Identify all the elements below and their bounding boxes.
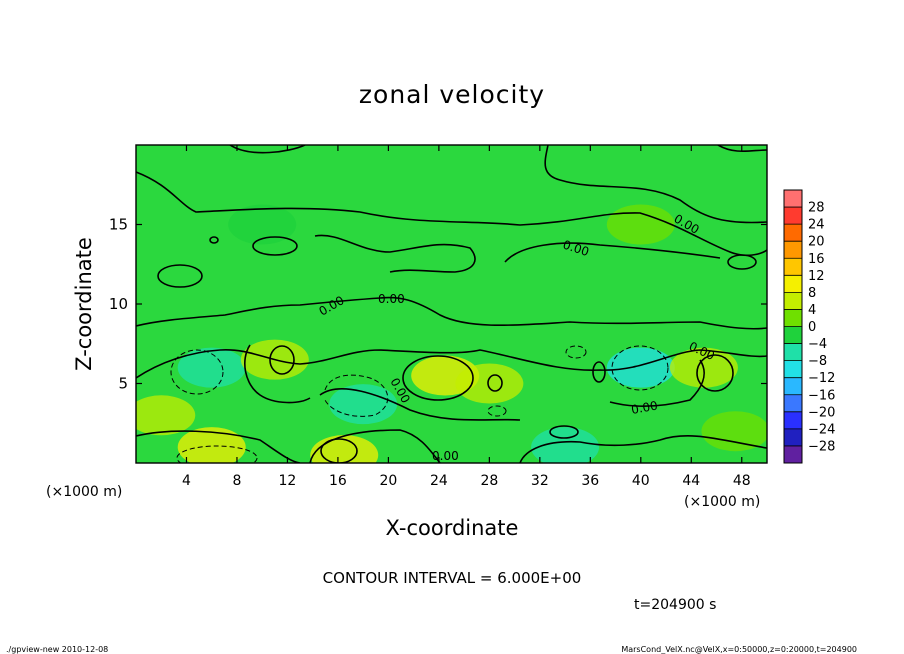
colorbar-label: 8 [808, 286, 816, 301]
y-tick-label: 15 [109, 216, 128, 234]
colorbar-swatch [784, 275, 802, 293]
x-unit-left: (×1000 m) [46, 484, 122, 500]
field-cell [606, 347, 675, 388]
colorbar-label: 16 [808, 252, 825, 267]
field-cell [606, 204, 675, 245]
colorbar-swatch [784, 207, 802, 225]
x-tick-label: 28 [480, 473, 498, 489]
x-tick-label: 4 [182, 473, 191, 489]
x-tick-label: 16 [329, 473, 347, 489]
y-axis-label: Z-coordinate [72, 237, 96, 371]
colorbar-label: −4 [808, 337, 827, 352]
footer-right: MarsCond_VelX.nc@VelX,x=0:50000,z=0:2000… [621, 645, 857, 654]
x-axis-label: X-coordinate [386, 516, 519, 540]
x-tick-label: 12 [279, 473, 297, 489]
field-cell [136, 395, 196, 436]
colorbar-swatch [784, 258, 802, 276]
y-tick-label: 5 [118, 375, 128, 393]
colorbar-swatch [784, 411, 802, 430]
colorbar-label: 0 [808, 320, 816, 335]
colorbar-label: −16 [808, 388, 835, 403]
colorbar-swatch [784, 241, 802, 259]
colorbar-swatch [784, 309, 802, 327]
field-cell [310, 435, 379, 463]
time-label: t=204900 s [634, 597, 716, 613]
colorbar-label: −24 [808, 422, 835, 437]
y-axis: 5 10 15 [109, 216, 767, 393]
colorbar-swatch [784, 190, 802, 208]
colorbar-label: −12 [808, 371, 835, 386]
field-cell [455, 363, 524, 404]
colorbar-label: −28 [808, 439, 835, 454]
field-cell [177, 347, 246, 388]
colorbar-label: 4 [808, 303, 816, 318]
contour-label: 0.00 [378, 292, 405, 306]
x-tick-label: 44 [682, 473, 700, 489]
colorbar-label: 24 [808, 218, 825, 233]
colorbar-label: 28 [808, 201, 825, 216]
x-tick-label: 40 [632, 473, 650, 489]
contour-label: 0.00 [630, 399, 659, 417]
contour-interval: CONTOUR INTERVAL = 6.000E+00 [323, 569, 582, 587]
colorbar-swatch [784, 394, 802, 413]
chart-title: zonal velocity [359, 80, 545, 109]
contour-label: 0.00 [432, 449, 459, 463]
field-cell [531, 427, 600, 463]
colorbar-label: 12 [808, 269, 825, 284]
x-tick-label: 20 [379, 473, 397, 489]
negative-contour-lines [170, 345, 669, 463]
x-unit-right: (×1000 m) [684, 494, 760, 510]
x-tick-label: 24 [430, 473, 448, 489]
colorbar-swatch [784, 360, 802, 379]
colorbar-swatch [784, 326, 802, 345]
field-cell [701, 411, 767, 452]
footer-left: ./gpview-new 2010-12-08 [6, 645, 108, 654]
colorbar-swatch [784, 377, 802, 396]
colorbar-label: −8 [808, 354, 827, 369]
colorbar-label: 20 [808, 235, 825, 250]
colorbar-swatch [784, 343, 802, 362]
colorbar-label: −20 [808, 405, 835, 420]
colorbar-swatch [784, 224, 802, 242]
x-tick-label: 48 [733, 473, 751, 489]
field-cell [177, 427, 246, 463]
y-tick-label: 10 [109, 295, 128, 313]
colorbar-swatch [784, 445, 802, 464]
x-axis: 4 8 12 16 20 24 28 32 36 40 44 48 [182, 145, 751, 489]
contour-lines [136, 145, 767, 463]
colorbar: 28 24 20 16 12 8 4 0 −4 −8 −12 −16 −20 −24 −28 [783, 189, 835, 464]
x-tick-label: 8 [232, 473, 241, 489]
field-cell [228, 204, 297, 245]
x-tick-label: 32 [531, 473, 549, 489]
field-cells [136, 204, 767, 463]
field-cell [329, 384, 398, 425]
plot-area [136, 145, 767, 463]
colorbar-swatch [784, 292, 802, 310]
x-tick-label: 36 [581, 473, 599, 489]
colorbar-swatch [784, 428, 802, 447]
